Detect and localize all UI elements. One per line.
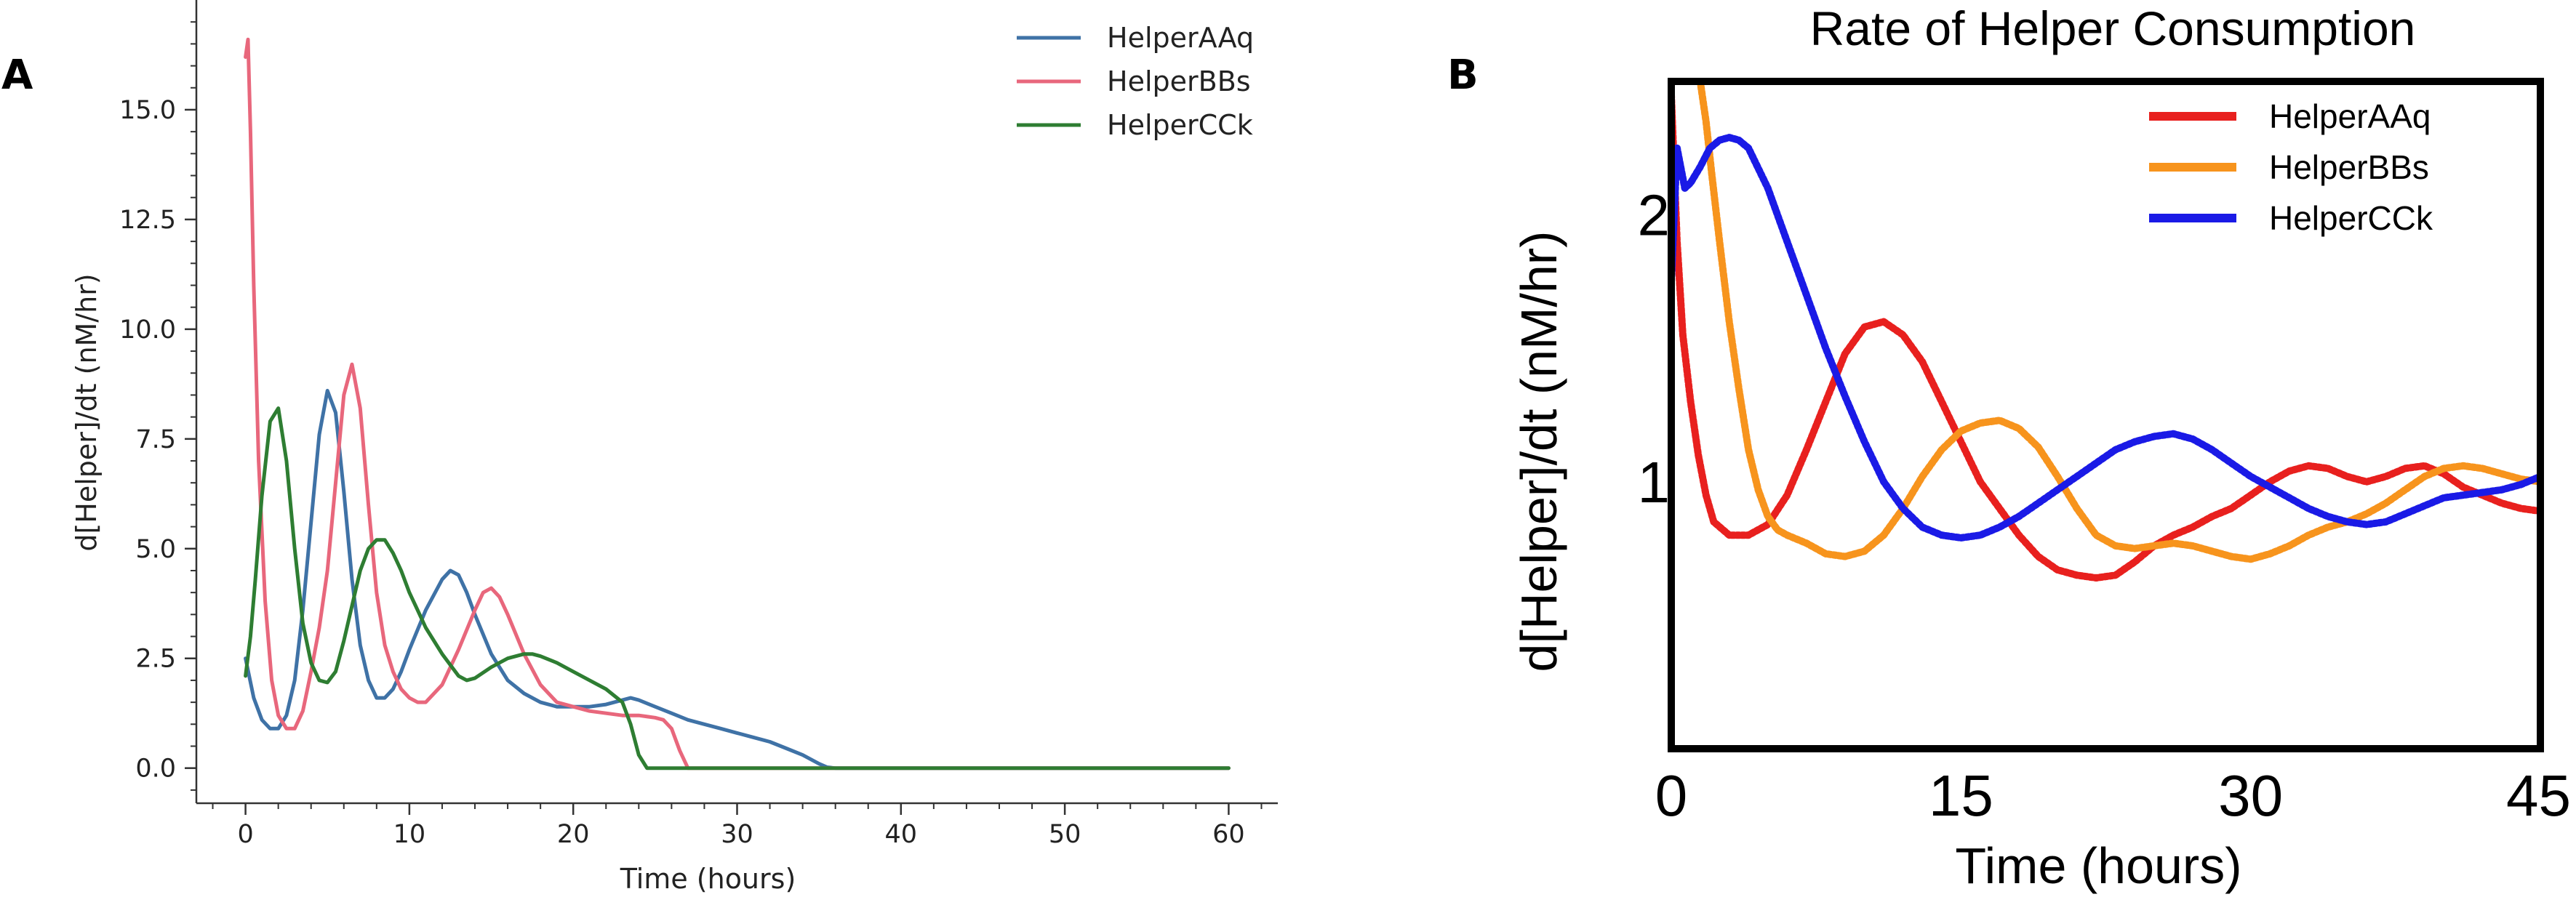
- chart-b: Rate of Helper Consumption 1 2 0 15 30 45 Time …: [1511, 1, 2571, 894]
- x-tick-label: 0: [237, 820, 253, 849]
- plot-area: [1671, 78, 2540, 582]
- y-tick-label: 5.0: [135, 535, 176, 564]
- legend-label: HelperAAq: [2269, 97, 2431, 135]
- y-tick-label: 12.5: [119, 206, 176, 235]
- x-axis-label: Time (hours): [620, 863, 796, 895]
- y-tick-label: 15.0: [119, 96, 176, 125]
- x-tick-label: 60: [1212, 820, 1245, 849]
- series-line-HelperAAq: [1671, 91, 2540, 582]
- x-tick-label: 10: [393, 820, 426, 849]
- chart-a: 0.0 2.5 5.0 7.5 10.0 12.5 15.0 0 10 20 30 40 50 60 Tim…: [71, 0, 1278, 895]
- y-tick-label: 7.5: [135, 425, 176, 454]
- legend-label: HelperAAq: [1107, 22, 1254, 54]
- y-tick-label: 2: [1638, 183, 1671, 248]
- series-line-HelperBBs: [244, 37, 1231, 771]
- panel-b-letter: B: [1447, 52, 1479, 99]
- y-tick-label: 0.0: [135, 755, 176, 784]
- legend-label: HelperCCk: [2269, 199, 2433, 237]
- y-tick-label: 10.0: [119, 315, 176, 345]
- legend-label: HelperCCk: [1107, 109, 1253, 141]
- series-line-HelperAAq: [244, 388, 1231, 771]
- x-tick-label: 30: [721, 820, 753, 849]
- panel-a-letter: A: [1, 52, 33, 99]
- legend-label: HelperBBs: [2269, 148, 2429, 186]
- legend-label: HelperBBs: [1107, 65, 1251, 97]
- x-tick-label: 15: [1929, 763, 1993, 828]
- x-tick-label: 50: [1049, 820, 1081, 849]
- y-tick-label: 2.5: [135, 645, 176, 674]
- x-tick-label: 45: [2506, 763, 2571, 828]
- x-tick-label: 30: [2218, 763, 2283, 828]
- plot-frame: [1668, 78, 2544, 752]
- series-line-HelperBBs: [1696, 78, 2540, 563]
- y-tick-label: 1: [1638, 450, 1671, 515]
- chart-title: Rate of Helper Consumption: [1810, 1, 2416, 55]
- series-line-HelperCCk: [244, 406, 1231, 771]
- x-tick-label: 40: [885, 820, 918, 849]
- series-line-HelperCCk: [1671, 134, 2540, 542]
- x-tick-label: 20: [557, 820, 590, 849]
- x-tick-label: 0: [1655, 763, 1688, 828]
- y-axis-label: d[Helper]/dt (nM/hr): [1511, 231, 1567, 672]
- x-axis-label: Time (hours): [1955, 837, 2241, 894]
- y-axis-label: d[Helper]/dt (nM/hr): [71, 273, 103, 551]
